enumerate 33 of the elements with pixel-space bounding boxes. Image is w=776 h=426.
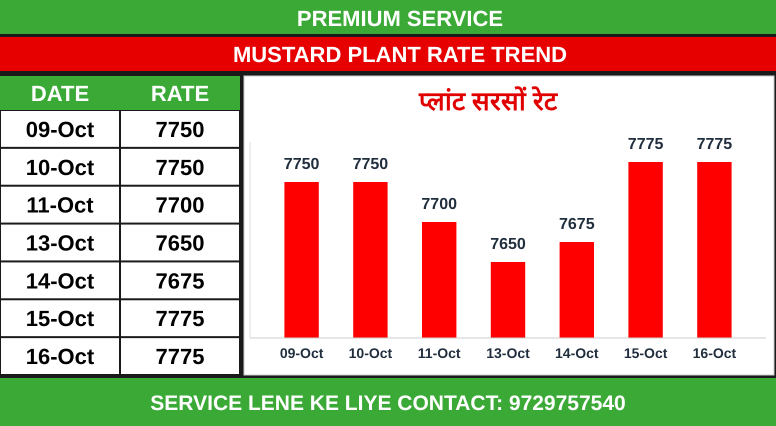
x-tick-label: 09-Oct — [280, 344, 324, 361]
x-tick-label: 10-Oct — [348, 344, 393, 361]
text: DATE — [30, 81, 90, 106]
data-label: 7650 — [490, 236, 526, 253]
text: 7650 — [156, 230, 204, 256]
x-tick-label: 13-Oct — [486, 344, 530, 361]
text: SERVICE LENE KE LIYE CONTACT: 9729757540 — [150, 392, 626, 415]
x-tick-label: 14-Oct — [555, 344, 599, 361]
category-label: 11-Oct — [26, 192, 94, 218]
text: 7675 — [156, 268, 204, 294]
data-label: 7700 — [421, 196, 458, 213]
chart-subtitle: प्लांट सरसों रेट — [418, 86, 558, 116]
text: 7775 — [156, 306, 204, 332]
text: PREMIUM SERVICE — [296, 6, 504, 31]
x-tick-label: 15-Oct — [624, 344, 668, 361]
chart-title: MUSTARD PLANT RATE TREND — [232, 42, 568, 67]
category-label: 09-Oct — [26, 116, 94, 142]
data-label: 7775 — [628, 136, 664, 153]
text: 7750 — [156, 116, 204, 142]
text: RATE — [150, 81, 210, 106]
data-label: 7775 — [696, 136, 732, 153]
text: 7700 — [156, 192, 204, 218]
text: 7775 — [156, 344, 204, 370]
category-label: 13-Oct — [26, 230, 94, 256]
data-label: 7750 — [352, 156, 388, 173]
text: 7750 — [156, 154, 204, 180]
category-label: 10-Oct — [26, 154, 94, 180]
category-label: 15-Oct — [26, 306, 94, 332]
x-tick-label: 16-Oct — [692, 344, 737, 361]
x-tick-label: 11-Oct — [418, 344, 461, 361]
data-label: 7675 — [559, 216, 595, 233]
data-label: 7750 — [284, 156, 320, 173]
category-label: 14-Oct — [26, 268, 94, 294]
